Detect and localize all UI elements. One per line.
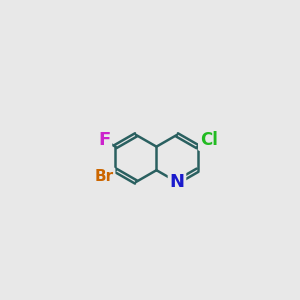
Text: Cl: Cl: [200, 131, 218, 149]
Text: N: N: [169, 173, 184, 191]
Text: F: F: [98, 131, 110, 149]
Text: Br: Br: [95, 169, 114, 184]
